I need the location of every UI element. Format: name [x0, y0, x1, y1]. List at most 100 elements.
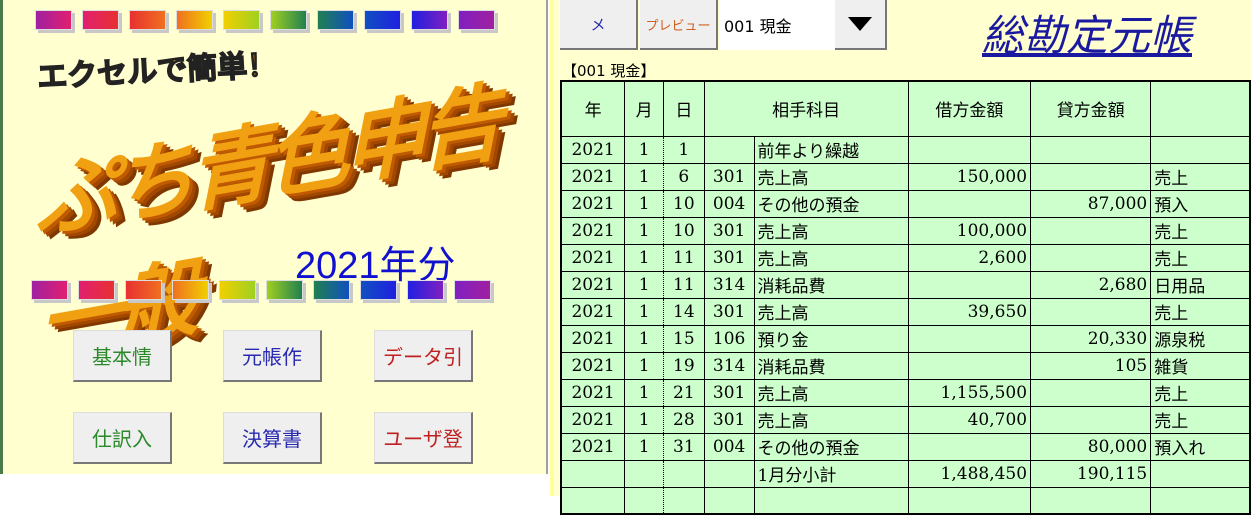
- table-cell[interactable]: 売上高: [753, 243, 909, 272]
- table-cell[interactable]: 10: [662, 216, 705, 245]
- table-cell[interactable]: [1030, 243, 1152, 272]
- table-cell[interactable]: 20,330: [1030, 324, 1152, 353]
- table-cell[interactable]: 売上: [1150, 405, 1251, 434]
- table-cell[interactable]: 2021: [560, 405, 626, 434]
- table-cell[interactable]: その他の預金: [753, 189, 909, 218]
- account-select[interactable]: 001 現金: [720, 0, 835, 50]
- table-cell[interactable]: 売上: [1150, 378, 1251, 407]
- table-cell[interactable]: 前年より繰越: [753, 135, 909, 164]
- table-cell[interactable]: [703, 459, 755, 488]
- table-cell[interactable]: 301: [703, 297, 755, 326]
- table-cell[interactable]: 1: [624, 216, 664, 245]
- table-cell[interactable]: [560, 459, 626, 488]
- table-cell[interactable]: 1,488,450: [907, 459, 1032, 488]
- table-cell[interactable]: 2,600: [907, 243, 1032, 272]
- table-cell[interactable]: 21: [662, 378, 705, 407]
- table-cell[interactable]: 雑貨: [1150, 351, 1251, 380]
- table-cell[interactable]: 004: [703, 189, 755, 218]
- table-cell[interactable]: [907, 324, 1032, 353]
- table-cell[interactable]: [624, 486, 664, 515]
- preview-button[interactable]: プレビュー: [640, 0, 718, 50]
- table-cell[interactable]: [907, 135, 1032, 164]
- table-cell[interactable]: 2021: [560, 432, 626, 461]
- table-cell[interactable]: [753, 486, 909, 515]
- table-cell[interactable]: 2021: [560, 324, 626, 353]
- table-cell[interactable]: [1030, 378, 1152, 407]
- table-cell[interactable]: 1: [624, 243, 664, 272]
- table-cell[interactable]: [624, 459, 664, 488]
- table-cell[interactable]: 87,000: [1030, 189, 1152, 218]
- table-cell[interactable]: 消耗品費: [753, 351, 909, 380]
- table-cell[interactable]: 売上高: [753, 378, 909, 407]
- table-cell[interactable]: 2,680: [1030, 270, 1152, 299]
- table-cell[interactable]: 1: [624, 351, 664, 380]
- table-cell[interactable]: 314: [703, 351, 755, 380]
- table-cell[interactable]: [662, 459, 705, 488]
- table-cell[interactable]: 2021: [560, 216, 626, 245]
- table-cell[interactable]: 1月分小計: [753, 459, 909, 488]
- table-cell[interactable]: 190,115: [1030, 459, 1152, 488]
- table-cell[interactable]: 1: [624, 432, 664, 461]
- table-cell[interactable]: 39,650: [907, 297, 1032, 326]
- page-title[interactable]: 総勘定元帳: [982, 11, 1193, 60]
- table-cell[interactable]: 6: [662, 162, 705, 191]
- table-cell[interactable]: [1150, 135, 1251, 164]
- table-cell[interactable]: [1030, 162, 1152, 191]
- table-cell[interactable]: 2021: [560, 243, 626, 272]
- table-cell[interactable]: 301: [703, 243, 755, 272]
- table-cell[interactable]: 14: [662, 297, 705, 326]
- table-cell[interactable]: 売上: [1150, 216, 1251, 245]
- table-cell[interactable]: 源泉税: [1150, 324, 1251, 353]
- table-cell[interactable]: 消耗品費: [753, 270, 909, 299]
- table-cell[interactable]: 1: [624, 405, 664, 434]
- table-cell[interactable]: 売上高: [753, 405, 909, 434]
- table-cell[interactable]: [662, 486, 705, 515]
- table-cell[interactable]: 19: [662, 351, 705, 380]
- table-cell[interactable]: 1: [624, 162, 664, 191]
- ledger-create-button[interactable]: 元帳作: [223, 330, 322, 382]
- table-cell[interactable]: 2021: [560, 135, 626, 164]
- table-cell[interactable]: 預り金: [753, 324, 909, 353]
- table-cell[interactable]: [1030, 405, 1152, 434]
- table-cell[interactable]: 314: [703, 270, 755, 299]
- table-cell[interactable]: 1,155,500: [907, 378, 1032, 407]
- table-cell[interactable]: 1: [662, 135, 705, 164]
- table-cell[interactable]: 売上: [1150, 162, 1251, 191]
- data-import-button[interactable]: データ引: [374, 330, 473, 382]
- user-register-button[interactable]: ユーザ登: [374, 412, 473, 464]
- table-cell[interactable]: 31: [662, 432, 705, 461]
- table-cell[interactable]: [907, 189, 1032, 218]
- basic-info-button[interactable]: 基本情: [73, 330, 172, 382]
- table-cell[interactable]: 売上高: [753, 216, 909, 245]
- table-cell[interactable]: 1: [624, 297, 664, 326]
- table-cell[interactable]: [907, 432, 1032, 461]
- table-cell[interactable]: 2021: [560, 351, 626, 380]
- table-cell[interactable]: 1: [624, 378, 664, 407]
- table-cell[interactable]: 日用品: [1150, 270, 1251, 299]
- table-cell[interactable]: 15: [662, 324, 705, 353]
- table-cell[interactable]: 売上高: [753, 297, 909, 326]
- table-cell[interactable]: 売上高: [753, 162, 909, 191]
- table-cell[interactable]: 2021: [560, 297, 626, 326]
- table-cell[interactable]: 1: [624, 270, 664, 299]
- table-cell[interactable]: 売上: [1150, 243, 1251, 272]
- table-cell[interactable]: 2021: [560, 162, 626, 191]
- table-cell[interactable]: 80,000: [1030, 432, 1152, 461]
- table-cell[interactable]: [907, 486, 1032, 515]
- table-cell[interactable]: 預入: [1150, 189, 1251, 218]
- table-cell[interactable]: [1030, 297, 1152, 326]
- journal-entry-button[interactable]: 仕訳入: [73, 412, 172, 464]
- table-cell[interactable]: [703, 486, 755, 515]
- table-cell[interactable]: [1030, 486, 1152, 515]
- table-cell[interactable]: [907, 270, 1032, 299]
- table-cell[interactable]: その他の預金: [753, 432, 909, 461]
- table-cell[interactable]: 28: [662, 405, 705, 434]
- table-cell[interactable]: [1030, 135, 1152, 164]
- table-cell[interactable]: [907, 351, 1032, 380]
- table-cell[interactable]: 301: [703, 162, 755, 191]
- table-cell[interactable]: [1150, 486, 1251, 515]
- table-cell[interactable]: 2021: [560, 189, 626, 218]
- table-cell[interactable]: 301: [703, 405, 755, 434]
- table-cell[interactable]: 2021: [560, 378, 626, 407]
- table-cell[interactable]: [1030, 216, 1152, 245]
